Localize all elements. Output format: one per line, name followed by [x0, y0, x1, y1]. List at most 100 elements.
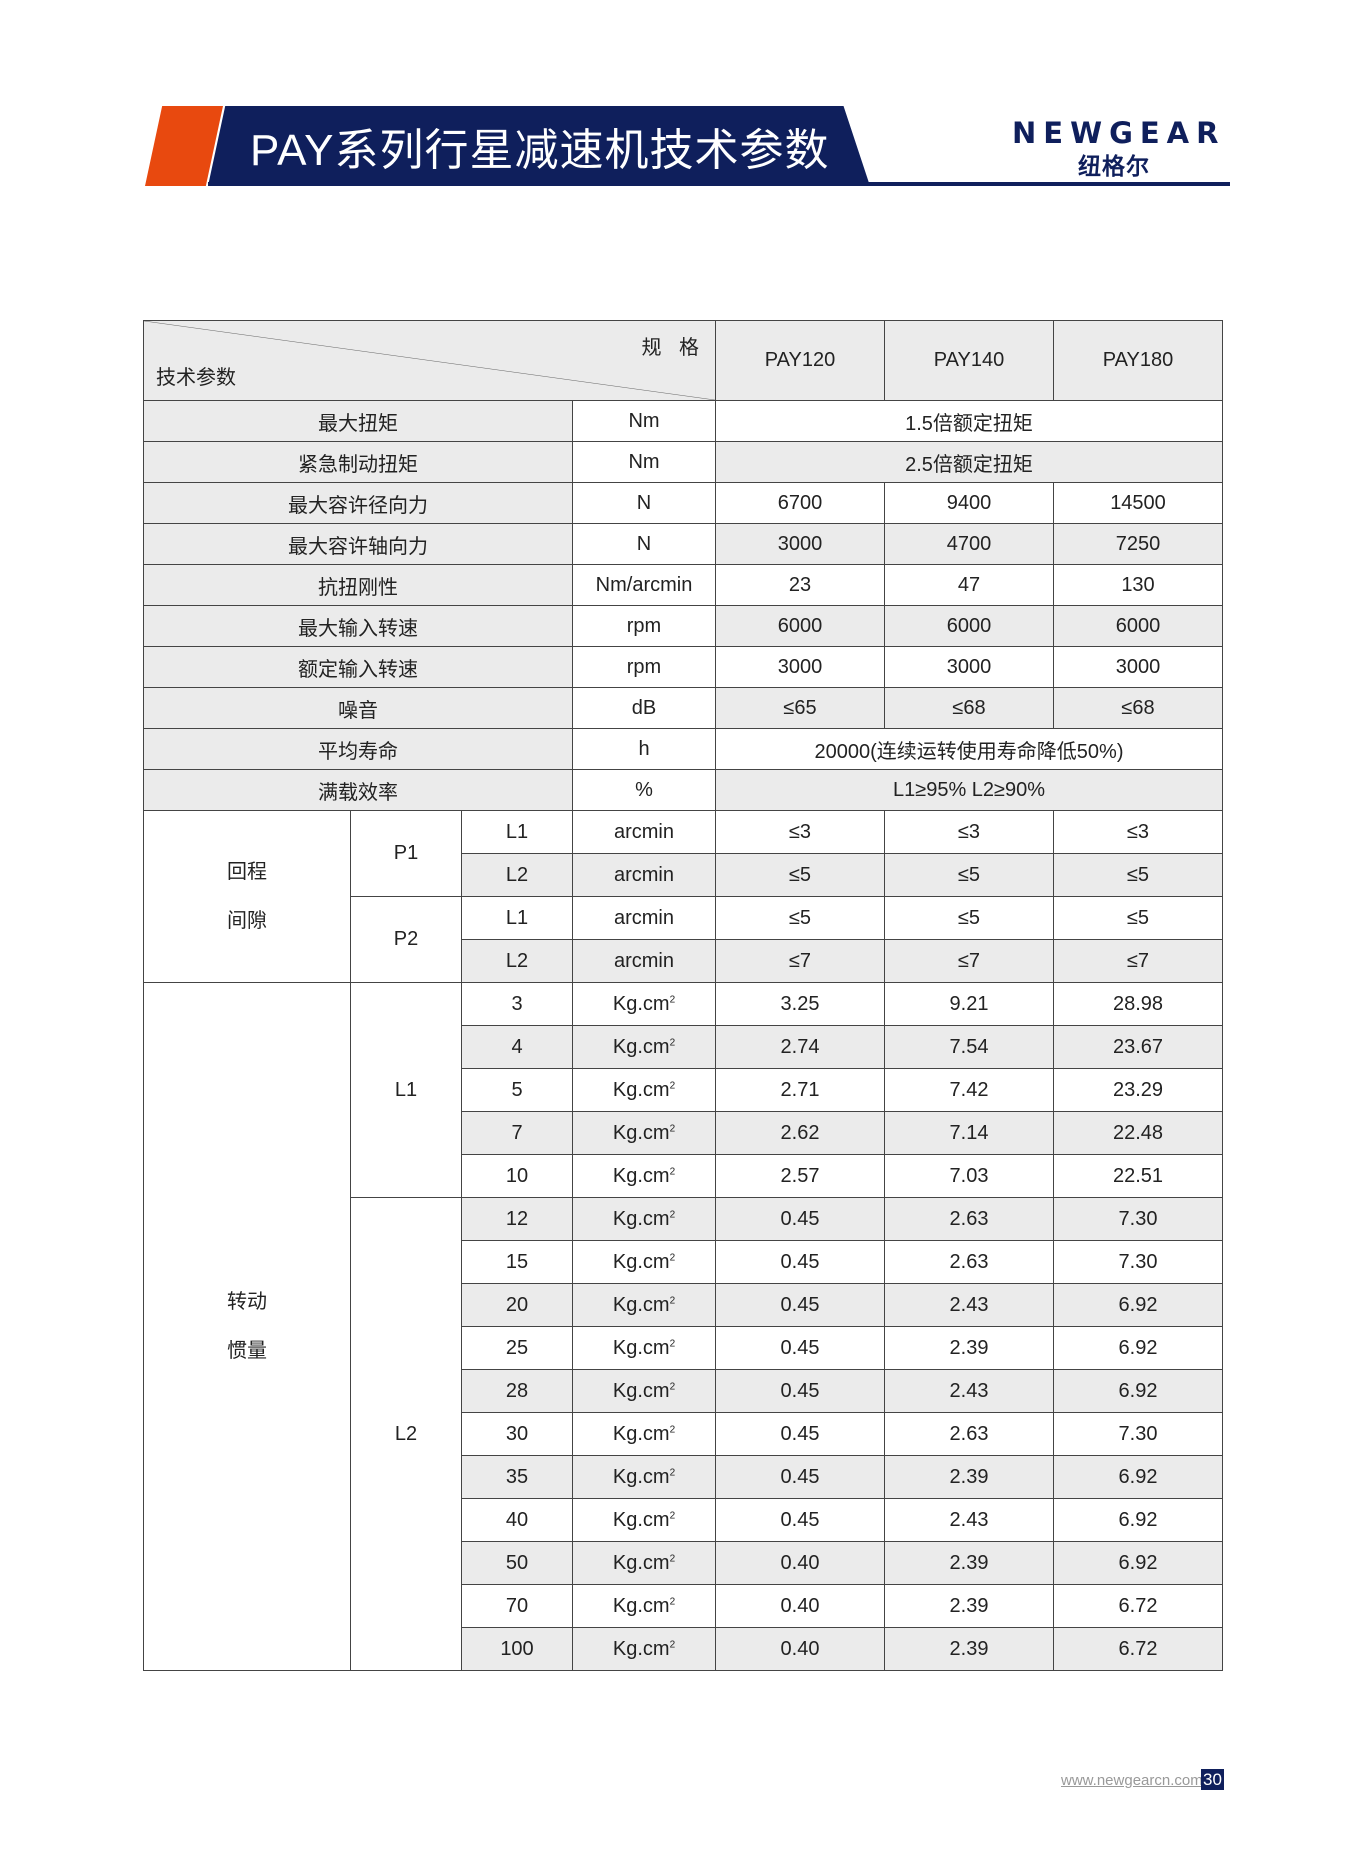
group-label: P1 [350, 810, 462, 897]
unit-superscript: 2 [669, 1079, 676, 1091]
unit-text: Kg.cm [612, 1035, 670, 1058]
value-cell: 4700 [884, 523, 1054, 565]
param-label: 满载效率 [143, 769, 573, 811]
group-label: L2 [350, 1197, 462, 1671]
ratio-cell: 12 [461, 1197, 573, 1241]
unit-cell: Kg.cm2 [572, 1283, 716, 1327]
inertia-row: 100 Kg.cm2 0.40 2.39 6.72 [144, 1627, 1223, 1671]
backlash-label: 回程 间隙 [143, 810, 351, 983]
param-label: 最大输入转速 [143, 605, 573, 647]
param-label: 额定输入转速 [143, 646, 573, 688]
table-row: 抗扭刚性 Nm/arcmin 23 47 130 [143, 564, 1223, 606]
unit-text: Kg.cm [612, 1594, 670, 1617]
unit-cell: arcmin [572, 939, 716, 983]
inertia-row: 30 Kg.cm2 0.45 2.63 7.30 [144, 1412, 1223, 1456]
backlash-row: P2 L1 arcmin ≤5 ≤5 ≤5 [144, 896, 1223, 983]
value-cell: 2.39 [884, 1627, 1054, 1671]
unit-superscript: 2 [669, 1552, 676, 1564]
value-cell: 2.71 [715, 1068, 885, 1112]
value-cell: 0.45 [715, 1369, 885, 1413]
value-cell: 23.67 [1053, 1025, 1223, 1069]
value-cell: 6.92 [1053, 1326, 1223, 1370]
unit-superscript: 2 [669, 1466, 676, 1478]
unit-superscript: 2 [669, 1165, 676, 1177]
logo-text-cn: 纽格尔 [1078, 153, 1150, 179]
unit-cell: N [572, 523, 716, 565]
unit-cell: Kg.cm2 [572, 1455, 716, 1499]
value-cell: 2.63 [884, 1197, 1054, 1241]
unit-cell: Kg.cm2 [572, 1541, 716, 1585]
unit-superscript: 2 [669, 1036, 676, 1048]
value-cell: ≤7 [1053, 939, 1223, 983]
value-cell: 2.43 [884, 1369, 1054, 1413]
ratio-cell: 70 [461, 1584, 573, 1628]
model-header: PAY180 [1053, 320, 1223, 401]
value-cell: 47 [884, 564, 1054, 606]
label-line: 惯量 [227, 1339, 267, 1362]
unit-superscript: 2 [669, 1380, 676, 1392]
unit-cell: Kg.cm2 [572, 982, 716, 1026]
value-cell: 6.92 [1053, 1541, 1223, 1585]
model-header: PAY140 [884, 320, 1054, 401]
title-banner [208, 106, 870, 186]
diagonal-line [144, 321, 715, 400]
value-cell: 9400 [884, 482, 1054, 524]
value-cell: 7.30 [1053, 1240, 1223, 1284]
inertia-row: 4 Kg.cm2 2.74 7.54 23.67 [144, 1025, 1223, 1069]
ratio-cell: 40 [461, 1498, 573, 1542]
unit-cell: Kg.cm2 [572, 1498, 716, 1542]
header-row: 规 格技术参数 PAY120 PAY140 PAY180 [143, 320, 1223, 401]
param-label: 最大容许径向力 [143, 482, 573, 524]
value-cell: 2.62 [715, 1111, 885, 1155]
value-cell: 3.25 [715, 982, 885, 1026]
value-cell: 0.40 [715, 1541, 885, 1585]
value-cell: ≤68 [1053, 687, 1223, 729]
value-cell: 3000 [884, 646, 1054, 688]
value-cell: 7.30 [1053, 1197, 1223, 1241]
value-cell: ≤5 [715, 853, 885, 897]
logo-text-en: NEWGEAR [1012, 116, 1226, 150]
value-cell: 14500 [1053, 482, 1223, 524]
param-label: 噪音 [143, 687, 573, 729]
unit-text: Kg.cm [612, 1250, 670, 1273]
value-cell: 2.43 [884, 1498, 1054, 1542]
value-cell: 9.21 [884, 982, 1054, 1026]
value-cell: 6.92 [1053, 1455, 1223, 1499]
value-cell: 0.45 [715, 1498, 885, 1542]
ratio-cell: 28 [461, 1369, 573, 1413]
footer-url[interactable]: www.newgearcn.com [1061, 1772, 1203, 1789]
unit-superscript: 2 [669, 1423, 676, 1435]
unit-cell: Nm/arcmin [572, 564, 716, 606]
unit-cell: rpm [572, 646, 716, 688]
unit-cell: Kg.cm2 [572, 1584, 716, 1628]
unit-cell: Kg.cm2 [572, 1154, 716, 1198]
value-cell: 7.42 [884, 1068, 1054, 1112]
ratio-cell: 5 [461, 1068, 573, 1112]
value-cell: ≤5 [1053, 896, 1223, 940]
param-label: 平均寿命 [143, 728, 573, 770]
value-cell: ≤5 [1053, 853, 1223, 897]
value-cell: 2.57 [715, 1154, 885, 1198]
unit-superscript: 2 [669, 1337, 676, 1349]
group-label: P2 [350, 896, 462, 983]
unit-text: Kg.cm [612, 1551, 670, 1574]
inertia-row: 35 Kg.cm2 0.45 2.39 6.92 [144, 1455, 1223, 1499]
param-label: 紧急制动扭矩 [143, 441, 573, 483]
value-cell: 22.48 [1053, 1111, 1223, 1155]
unit-text: Kg.cm [612, 992, 670, 1015]
unit-cell: dB [572, 687, 716, 729]
value-cell: 2.63 [884, 1412, 1054, 1456]
value-cell: 0.45 [715, 1240, 885, 1284]
value-cell: ≤7 [715, 939, 885, 983]
ratio-cell: 35 [461, 1455, 573, 1499]
header-rule [208, 182, 1230, 186]
value-cell: 2.39 [884, 1584, 1054, 1628]
value-cell: 7.14 [884, 1111, 1054, 1155]
inertia-row: 20 Kg.cm2 0.45 2.43 6.92 [144, 1283, 1223, 1327]
inertia-row: 40 Kg.cm2 0.45 2.43 6.92 [144, 1498, 1223, 1542]
unit-cell: h [572, 728, 716, 770]
unit-text: Kg.cm [612, 1121, 670, 1144]
param-label: 最大扭矩 [143, 400, 573, 442]
spec-table: 规 格技术参数 PAY120 PAY140 PAY180 最大扭矩 Nm 1.5倍额定扭矩紧… [143, 320, 1223, 1671]
label-line: 回程 [227, 860, 267, 883]
